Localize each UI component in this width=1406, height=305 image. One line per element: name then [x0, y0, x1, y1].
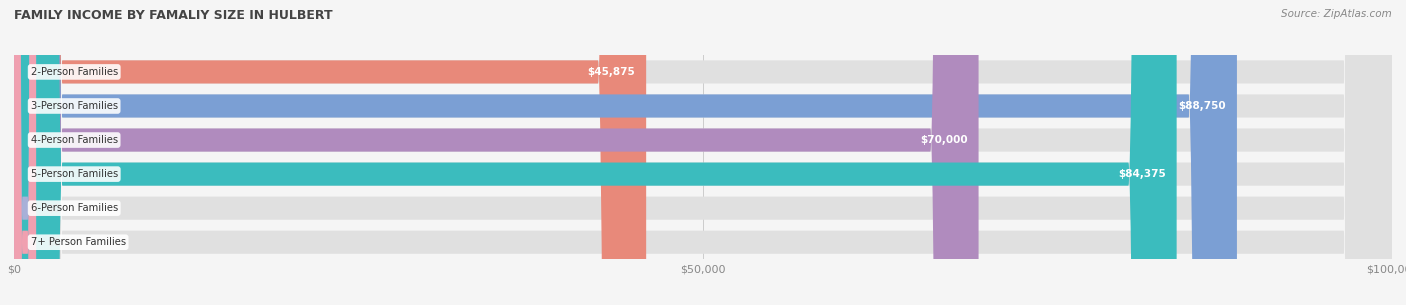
- FancyBboxPatch shape: [14, 0, 1392, 305]
- FancyBboxPatch shape: [14, 0, 1177, 305]
- FancyBboxPatch shape: [14, 0, 647, 305]
- Text: 2-Person Families: 2-Person Families: [31, 67, 118, 77]
- Text: 6-Person Families: 6-Person Families: [31, 203, 118, 213]
- Text: $0: $0: [48, 203, 60, 213]
- Text: 3-Person Families: 3-Person Families: [31, 101, 118, 111]
- FancyBboxPatch shape: [14, 0, 1392, 305]
- FancyBboxPatch shape: [14, 0, 1237, 305]
- FancyBboxPatch shape: [14, 0, 979, 305]
- FancyBboxPatch shape: [14, 0, 37, 305]
- Text: 5-Person Families: 5-Person Families: [31, 169, 118, 179]
- FancyBboxPatch shape: [14, 0, 1392, 305]
- Text: FAMILY INCOME BY FAMALIY SIZE IN HULBERT: FAMILY INCOME BY FAMALIY SIZE IN HULBERT: [14, 9, 333, 22]
- Text: 4-Person Families: 4-Person Families: [31, 135, 118, 145]
- Text: Source: ZipAtlas.com: Source: ZipAtlas.com: [1281, 9, 1392, 19]
- Text: $45,875: $45,875: [588, 67, 636, 77]
- Text: $0: $0: [48, 237, 60, 247]
- Text: 7+ Person Families: 7+ Person Families: [31, 237, 125, 247]
- FancyBboxPatch shape: [14, 0, 1392, 305]
- Text: $84,375: $84,375: [1118, 169, 1166, 179]
- FancyBboxPatch shape: [14, 0, 1392, 305]
- FancyBboxPatch shape: [14, 0, 37, 305]
- FancyBboxPatch shape: [14, 0, 1392, 305]
- Text: $88,750: $88,750: [1178, 101, 1226, 111]
- Text: $70,000: $70,000: [920, 135, 967, 145]
